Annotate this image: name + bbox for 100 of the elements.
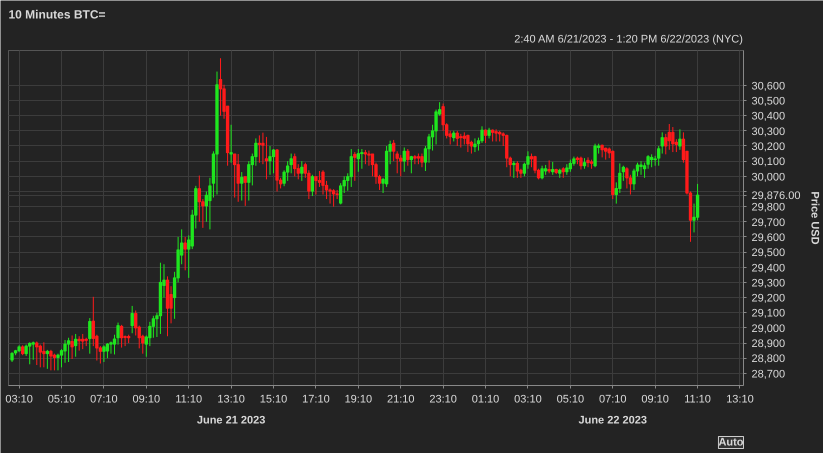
candlestick — [46, 349, 50, 370]
y-tick-label: 29,500 — [752, 247, 786, 260]
candlestick — [544, 164, 548, 176]
x-tick-label: 01:10 — [472, 394, 500, 406]
candlestick — [512, 160, 516, 178]
y-tick-label: 30,200 — [752, 141, 786, 153]
candlestick — [52, 353, 56, 371]
x-tick-label: 05:10 — [556, 394, 584, 406]
candlestick — [582, 158, 586, 170]
candlestick — [562, 166, 565, 178]
candlestick — [10, 352, 14, 363]
y-tick-label: 29,700 — [752, 216, 786, 229]
candlestick — [268, 146, 272, 176]
candlestick — [551, 161, 554, 176]
x-tick-label: 09:10 — [132, 394, 160, 406]
candlestick — [184, 236, 187, 271]
candlestick — [350, 148, 353, 188]
candlestick — [240, 172, 244, 202]
x-tick-label: 11:10 — [175, 394, 202, 406]
y-tick-label: 29,400 — [752, 262, 786, 274]
candlestick — [413, 154, 417, 165]
x-tick-label: 17:10 — [302, 394, 330, 406]
y-tick-label: 28,800 — [752, 353, 786, 366]
candlestick — [639, 160, 643, 176]
candlestick — [56, 353, 60, 371]
candlestick — [586, 156, 590, 168]
candlestick — [258, 134, 262, 164]
candlestick — [484, 128, 488, 144]
candlestick — [604, 147, 608, 160]
candlestick — [130, 305, 134, 334]
x-tick-label: 23:10 — [429, 394, 457, 406]
candlestick — [293, 153, 296, 177]
y-tick-label: 30,300 — [752, 126, 786, 138]
candlestick — [660, 132, 664, 154]
y-axis-title: Price USD — [808, 191, 820, 245]
candlestick — [650, 154, 654, 168]
candlestick — [668, 124, 671, 150]
y-tick-label: 30,000 — [752, 171, 786, 184]
candlestick — [81, 333, 84, 350]
x-tick-label: 19:10 — [344, 394, 372, 406]
candlestick — [456, 130, 459, 146]
candlestick — [70, 334, 74, 360]
text: June 21 2023 — [196, 414, 266, 426]
candlestick — [487, 127, 491, 139]
y-tick-label: 28,700 — [752, 368, 786, 380]
y-tick-label: 29,100 — [752, 308, 786, 320]
candlestick — [459, 133, 462, 148]
x-tick-label: 09:10 — [641, 394, 669, 406]
candlestick — [236, 154, 240, 202]
candlestick — [244, 176, 247, 206]
candlestick — [466, 134, 470, 153]
chart-title: 10 Minutes BTC= — [8, 8, 106, 22]
candlestick — [530, 153, 534, 168]
y-tick-label: 30,500 — [752, 96, 786, 108]
candlestick — [42, 342, 46, 368]
candlestick — [360, 148, 364, 170]
candlestick — [20, 344, 24, 356]
candlestick — [35, 341, 38, 366]
x-tick-label: 03:10 — [5, 394, 33, 406]
candlestick — [593, 143, 597, 168]
x-tick-label: 07:10 — [598, 394, 627, 406]
candlestick — [516, 160, 520, 178]
candlestick — [356, 148, 360, 172]
candlestick — [353, 152, 356, 182]
chart-subtitle: 2:40 AM 6/21/2023 - 1:20 PM 6/22/2023 (NYC) — [514, 34, 743, 46]
x-tick-label: 07:10 — [90, 394, 118, 406]
candlestick — [568, 159, 572, 172]
candlestick — [494, 128, 498, 142]
candlestick — [32, 341, 35, 360]
candlestick — [310, 174, 314, 197]
y-tick-label: 29,600 — [752, 232, 786, 244]
y-tick-label: 29,800 — [752, 202, 786, 214]
candlestick — [120, 324, 124, 348]
x-tick-label: 21:10 — [386, 394, 415, 406]
y-tick-label: 29,300 — [752, 277, 786, 290]
candlestick — [406, 148, 410, 166]
y-tick-label: 29,000 — [752, 322, 786, 335]
x-tick-label: 15:10 — [260, 394, 288, 406]
y-tick-label: 29,876.00 — [752, 190, 800, 202]
y-tick-label: 28,900 — [752, 338, 786, 350]
x-tick-label: 13:10 — [726, 394, 754, 406]
candlestick — [498, 130, 502, 142]
candlestick — [232, 154, 236, 198]
candlestick — [63, 340, 67, 364]
candlestick — [272, 148, 276, 174]
candlestick — [78, 336, 81, 352]
candlestick — [410, 155, 414, 174]
x-tick-label: 05:10 — [48, 394, 76, 406]
candlestick — [473, 138, 477, 153]
candlestick — [28, 342, 32, 365]
candlestick — [229, 124, 233, 164]
y-tick-label: 30,600 — [752, 80, 786, 92]
candlestick — [565, 164, 568, 176]
candlestick — [367, 150, 371, 166]
candlestick — [671, 126, 674, 153]
text: June 22 2023 — [578, 414, 648, 426]
candlestick — [264, 136, 268, 180]
candlestick — [399, 154, 402, 177]
candlestick — [88, 318, 92, 354]
candlestick — [490, 128, 494, 142]
